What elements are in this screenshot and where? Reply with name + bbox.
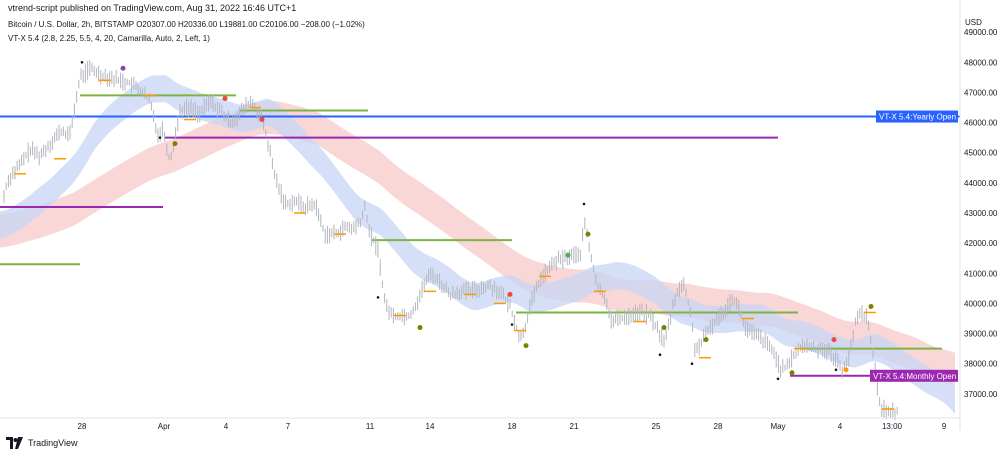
y-tick-label: 44000.00 [964, 179, 998, 188]
symbol-legend: Bitcoin / U.S. Dollar, 2h, BITSTAMP O203… [8, 20, 365, 29]
signal-dot [703, 337, 709, 343]
y-tick-label: 45000.00 [964, 149, 998, 158]
y-tick-label: 42000.00 [964, 239, 998, 248]
level-badge [876, 110, 958, 123]
x-tick-label: Apr [158, 422, 171, 431]
signal-dot [831, 337, 837, 343]
time-axis: 28 Apr 4 7 11 14 18 21 25 28 May 4 13:00 9 [0, 417, 960, 431]
price-axis-bg [960, 0, 1005, 457]
y-tick-label: 40000.00 [964, 299, 998, 308]
x-tick-label: 28 [714, 422, 723, 431]
x-tick-label: 25 [652, 422, 661, 431]
pivot-dot [80, 60, 84, 64]
y-tick-label: 37000.00 [964, 390, 998, 399]
candles [3, 60, 898, 421]
indicator-bands [0, 75, 955, 414]
signal-dot [868, 303, 874, 309]
signal-dot [585, 231, 591, 237]
x-tick-label: 9 [942, 422, 947, 431]
x-tick-label: 14 [426, 422, 435, 431]
signal-dot [259, 117, 265, 123]
x-tick-label: May [770, 422, 785, 431]
x-tick-label: 4 [224, 422, 229, 431]
pivot-dot [776, 377, 780, 381]
signal-dot [523, 343, 529, 349]
signal-dot [661, 325, 667, 331]
x-tick-label: 13:00 [882, 422, 903, 431]
x-tick-label: 7 [286, 422, 291, 431]
fast-band [0, 75, 955, 414]
y-tick-label: 38000.00 [964, 360, 998, 369]
pivot-dot [582, 202, 586, 206]
horizontal-levels [0, 94, 960, 377]
signal-dot [172, 141, 178, 147]
indicator-legend: VT-X 5.4 (2.8, 2.25, 5.5, 4, 20, Camaril… [8, 34, 210, 43]
y-tick-label: 39000.00 [964, 330, 998, 339]
level-badges: VT-X 5.4:Yearly Open VT-X 5.4:Monthly Ope… [870, 110, 958, 382]
tradingview-logo: TradingView [6, 437, 78, 449]
legend: Bitcoin / U.S. Dollar, 2h, BITSTAMP O203… [8, 18, 365, 46]
y-tick-label: 49000.00 [964, 28, 998, 37]
brand-name: TradingView [28, 438, 78, 448]
pivot-dot [376, 296, 380, 299]
signal-dot [120, 65, 126, 71]
x-tick-label: 4 [838, 422, 843, 431]
pivot-dot [690, 362, 694, 366]
x-tick-label: 21 [570, 422, 579, 431]
y-tick-label: 43000.00 [964, 209, 998, 218]
level-badge-label: VT-X 5.4:Yearly Open [879, 113, 956, 122]
level-badge [870, 369, 958, 382]
level-badge-label: VT-X 5.4:Monthly Open [873, 372, 956, 381]
signal-dot [222, 95, 228, 101]
pivot-dot [158, 136, 162, 139]
signal-dot [789, 370, 795, 376]
publish-header: vtrend-script published on TradingView.c… [8, 3, 297, 13]
signal-dot [507, 291, 513, 297]
tradingview-icon [6, 437, 23, 449]
signal-dot [565, 252, 571, 258]
pivot-dot [658, 353, 662, 356]
currency-label: USD [965, 18, 982, 27]
y-tick-label: 47000.00 [964, 88, 998, 97]
y-tick-label: 46000.00 [964, 119, 998, 128]
signal-dot [843, 367, 849, 373]
x-tick-label: 18 [508, 422, 517, 431]
markers [80, 60, 874, 381]
price-axis: USD 37000.00 38000.00 39000.00 40000.00 41000… [959, 0, 1005, 457]
pivot-dot [510, 323, 514, 326]
x-tick-label: 28 [78, 422, 87, 431]
signal-dot [417, 325, 423, 331]
y-tick-label: 48000.00 [964, 58, 998, 67]
y-tick-label: 41000.00 [964, 269, 998, 278]
pivot-dot [834, 368, 838, 372]
x-tick-label: 11 [366, 422, 375, 431]
